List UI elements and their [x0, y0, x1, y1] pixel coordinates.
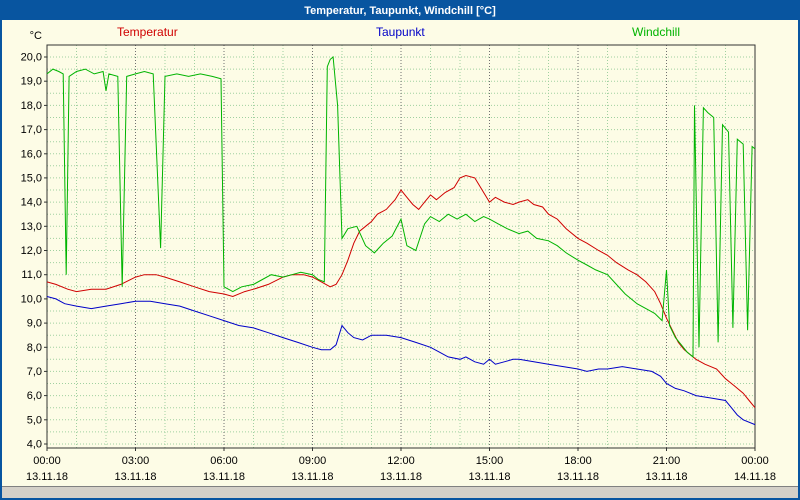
x-tick-date-label: 13.11.18	[203, 471, 245, 483]
y-tick-label: 11,0	[21, 269, 42, 281]
window-titlebar: Temperatur, Taupunkt, Windchill [°C]	[2, 2, 798, 20]
y-tick-label: 13,0	[21, 221, 42, 233]
x-tick-time-label: 06:00	[210, 455, 238, 467]
y-tick-label: 5,0	[27, 414, 42, 426]
x-tick-date-label: 13.11.18	[26, 471, 68, 483]
x-tick-date-label: 13.11.18	[468, 471, 510, 483]
gridlines	[47, 45, 755, 448]
y-tick-label: 6,0	[27, 390, 42, 402]
x-tick-time-label: 09:00	[299, 455, 327, 467]
window-statusbar	[2, 486, 798, 498]
x-tick-time-label: 18:00	[564, 455, 592, 467]
x-tick-date-label: 13.11.18	[645, 471, 687, 483]
legend-windchill: Windchill	[632, 25, 681, 39]
x-tick-date-label: 13.11.18	[380, 471, 422, 483]
y-tick-label: 17,0	[21, 124, 42, 136]
y-tick-label: 19,0	[21, 76, 42, 88]
x-tick-date-label: 13.11.18	[114, 471, 156, 483]
y-tick-label: 20,0	[21, 52, 42, 64]
x-axis: 00:00 13.11.18 03:00 13.11.18 06:00 13.11.18 0…	[26, 448, 776, 483]
legend-temperatur: Temperatur	[117, 25, 178, 39]
y-tick-label: 12,0	[21, 245, 42, 257]
y-tick-label: 18,0	[21, 100, 42, 112]
y-tick-label: 14,0	[21, 197, 42, 209]
series-line-windchill	[46, 56, 756, 358]
x-tick-time-label: 03:00	[122, 455, 150, 467]
legend-taupunkt: Taupunkt	[376, 25, 425, 39]
y-tick-label: 8,0	[27, 342, 42, 354]
x-tick-time-label: 15:00	[476, 455, 504, 467]
x-tick-time-label: 00:00	[741, 455, 769, 467]
series-line-taupunkt	[46, 296, 756, 426]
y-tick-label: 7,0	[27, 366, 42, 378]
x-tick-time-label: 12:00	[387, 455, 415, 467]
y-axis: 20,0 19,0 18,0 17,0 16,0 15,0 14,0 13,0 12,0 11,0…	[21, 30, 47, 451]
y-tick-label: 15,0	[21, 172, 42, 184]
x-tick-date-label: 14.11.18	[734, 471, 776, 483]
y-tick-label: 16,0	[21, 148, 42, 160]
chart-legend: Temperatur Taupunkt Windchill	[2, 20, 798, 40]
x-tick-date-label: 13.11.18	[557, 471, 599, 483]
y-axis-unit-label: °C	[30, 30, 42, 42]
window-title: Temperatur, Taupunkt, Windchill [°C]	[304, 5, 496, 17]
y-tick-label: 4,0	[27, 439, 42, 451]
series-line-temperatur	[46, 174, 756, 409]
x-tick-time-label: 00:00	[33, 455, 61, 467]
chart-area: 20,0 19,0 18,0 17,0 16,0 15,0 14,0 13,0 12,0 11,0…	[2, 20, 798, 486]
x-tick-date-label: 13.11.18	[291, 471, 333, 483]
x-tick-time-label: 21:00	[653, 455, 681, 467]
y-tick-label: 10,0	[21, 293, 42, 305]
chart-canvas: 20,0 19,0 18,0 17,0 16,0 15,0 14,0 13,0 12,0 11,0…	[21, 30, 776, 483]
y-tick-label: 9,0	[27, 318, 42, 330]
